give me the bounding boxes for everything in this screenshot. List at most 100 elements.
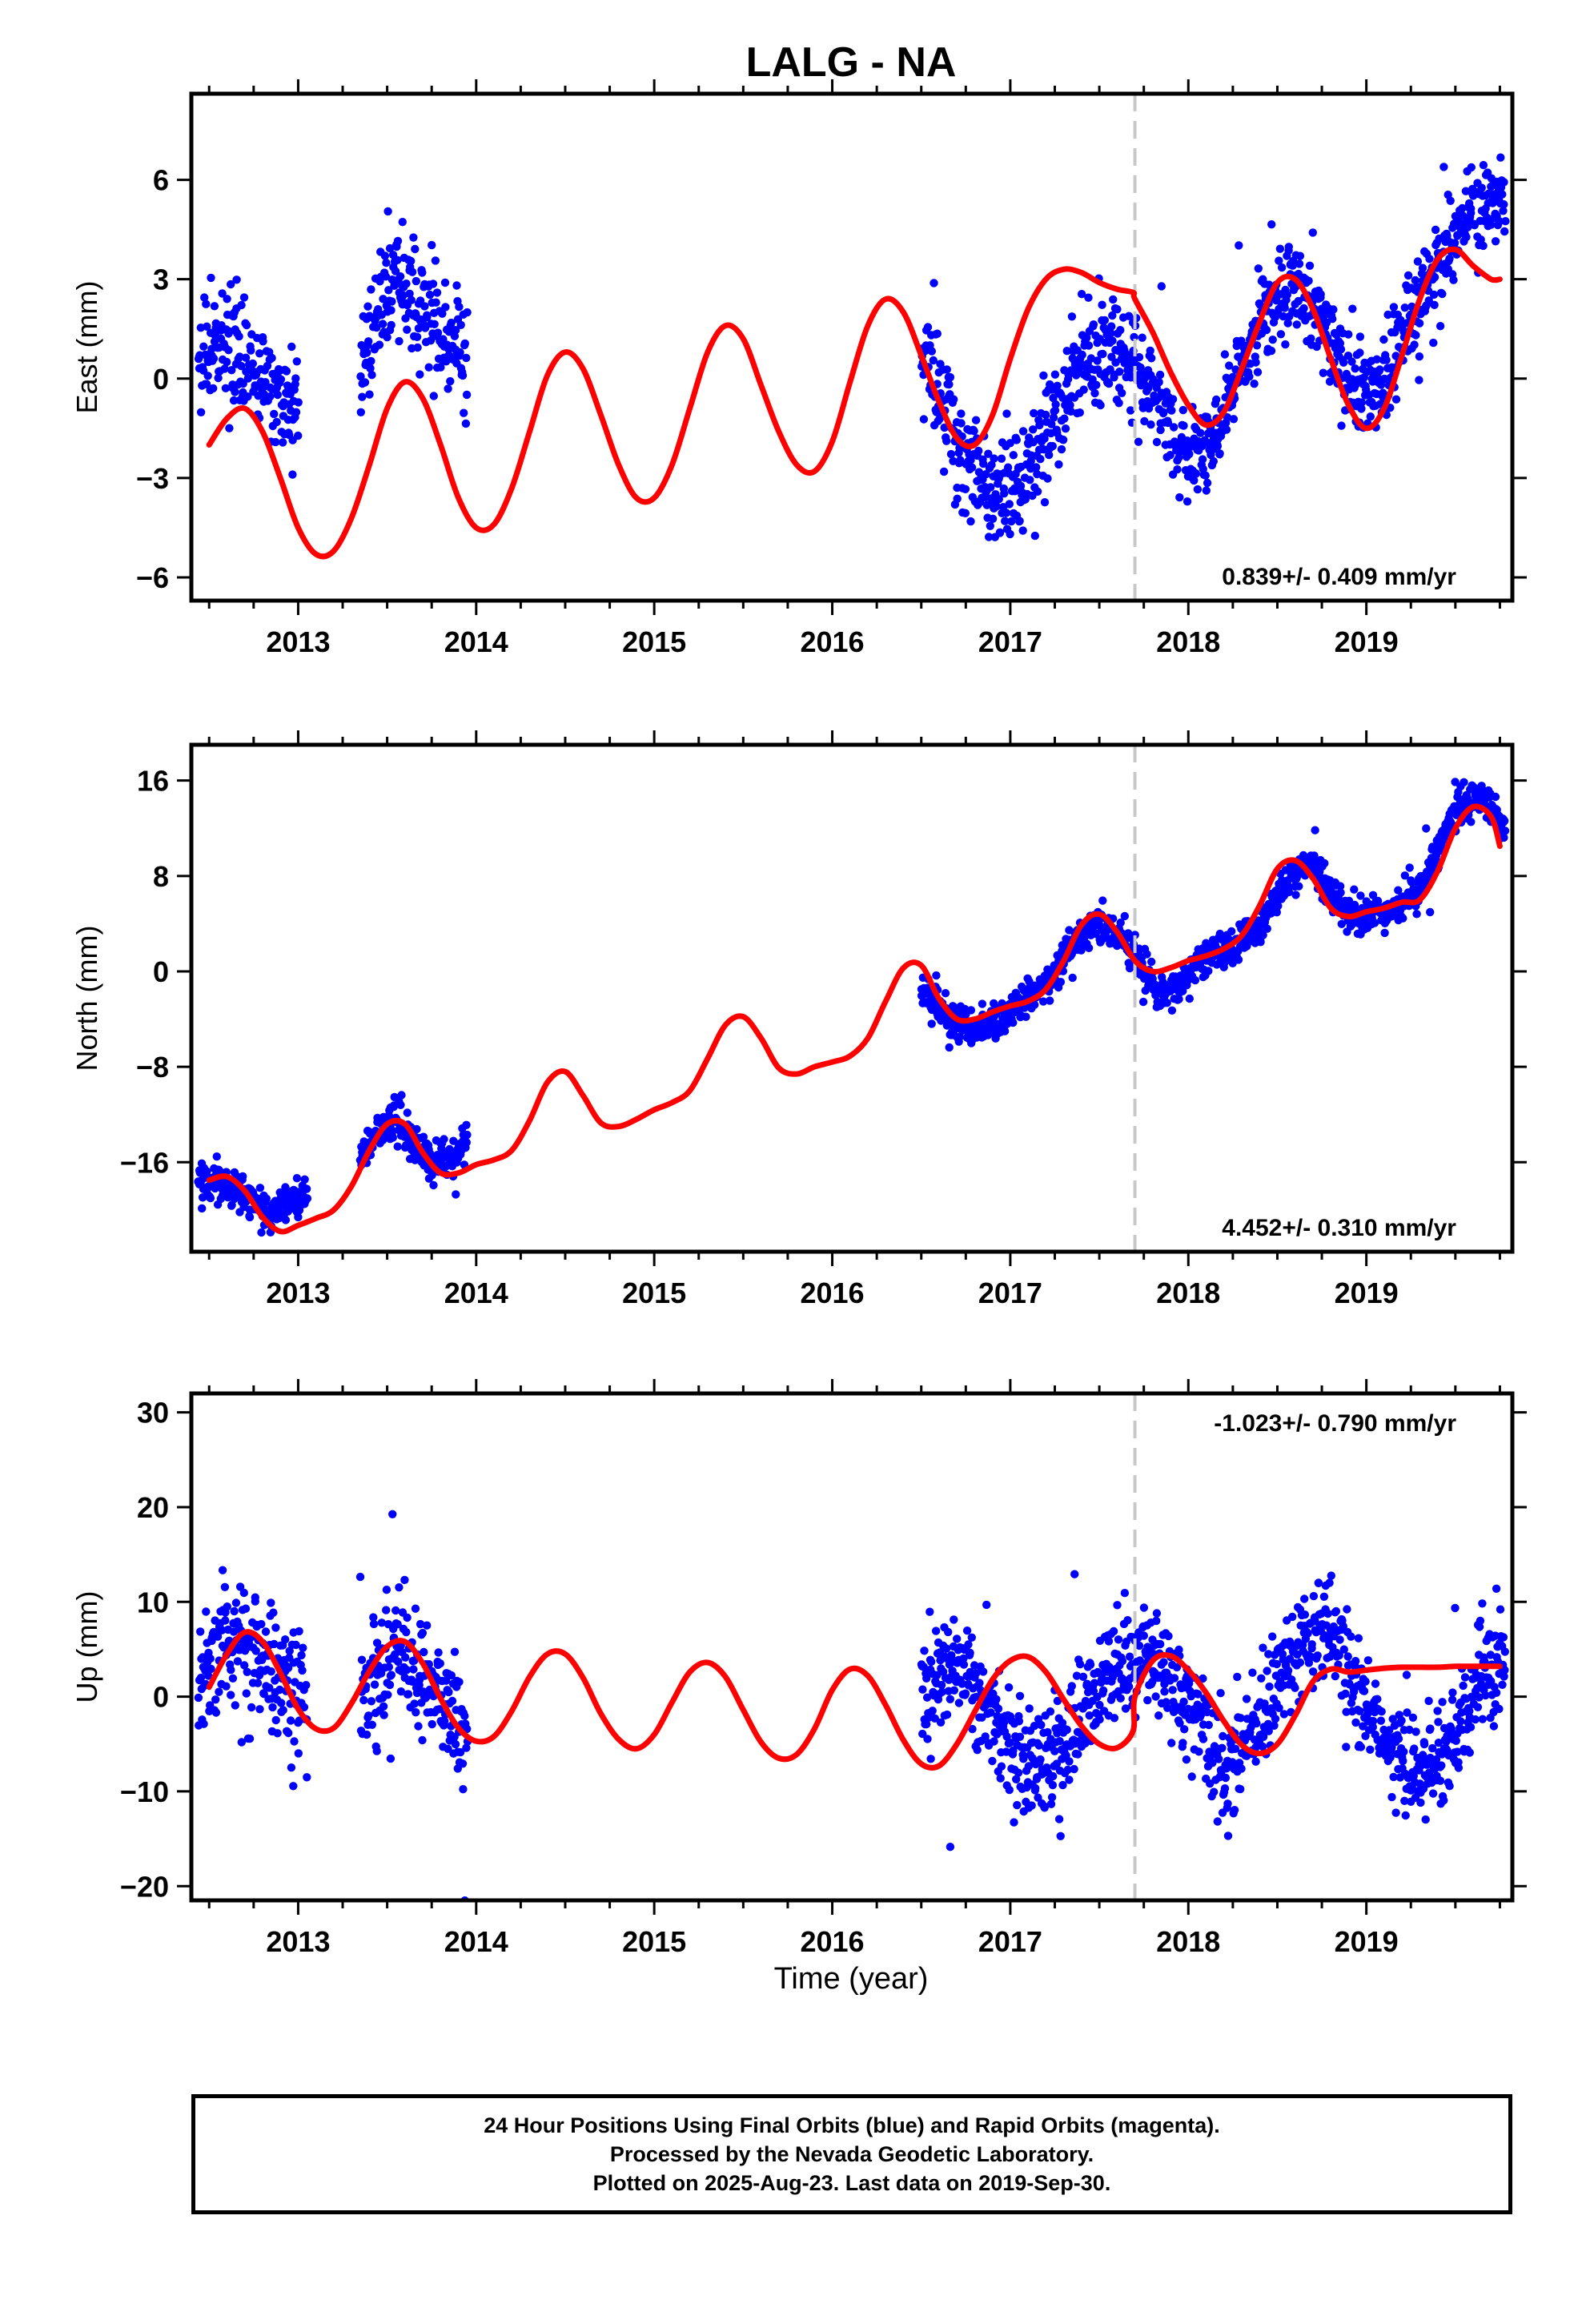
- data-point: [1329, 305, 1338, 314]
- data-point: [435, 1705, 444, 1714]
- data-point: [291, 408, 301, 416]
- data-point: [1114, 399, 1123, 408]
- data-point: [1272, 1659, 1282, 1669]
- data-point: [1391, 1808, 1400, 1817]
- data-point: [945, 380, 954, 389]
- data-point: [1035, 420, 1044, 430]
- data-point: [291, 374, 300, 383]
- data-point: [1361, 1731, 1370, 1740]
- data-point: [997, 1762, 1006, 1771]
- data-point: [223, 357, 231, 367]
- data-point: [1409, 885, 1418, 894]
- data-point: [1466, 1723, 1476, 1731]
- data-point: [1307, 1644, 1316, 1653]
- data-point: [1195, 1747, 1203, 1756]
- data-point: [1012, 1775, 1021, 1783]
- data-point: [394, 1657, 403, 1667]
- data-point: [1058, 436, 1068, 444]
- data-point: [1036, 455, 1045, 464]
- data-point: [414, 1722, 423, 1731]
- data-point: [247, 1703, 256, 1712]
- data-point: [1304, 276, 1313, 285]
- data-point: [1308, 228, 1318, 237]
- data-point: [1180, 1725, 1189, 1734]
- data-point: [1305, 261, 1315, 270]
- data-point: [1415, 352, 1424, 361]
- data-point: [277, 1699, 286, 1707]
- fit-line-up: [206, 1629, 1503, 1771]
- data-point: [1084, 943, 1094, 953]
- data-point: [1152, 437, 1162, 447]
- data-point: [1450, 239, 1460, 247]
- data-point: [1116, 919, 1125, 927]
- data-point: [933, 1671, 942, 1679]
- data-point: [1461, 187, 1471, 195]
- x-tick-label: 2017: [978, 1925, 1042, 1958]
- data-point: [1212, 395, 1221, 404]
- data-point: [237, 1738, 246, 1747]
- y-tick-label: 0: [153, 363, 169, 396]
- data-point: [1048, 1780, 1058, 1790]
- data-point: [1399, 914, 1407, 923]
- data-point: [243, 374, 252, 383]
- x-tick-label: 2016: [800, 1925, 864, 1958]
- data-point: [452, 1190, 460, 1199]
- data-point: [369, 1613, 378, 1622]
- data-point: [1319, 1592, 1329, 1602]
- data-point: [990, 1737, 998, 1746]
- data-point: [1500, 1666, 1509, 1675]
- data-point: [247, 346, 255, 355]
- data-point: [1032, 463, 1041, 472]
- data-point: [1146, 420, 1155, 429]
- data-point: [1356, 1743, 1366, 1751]
- data-point: [463, 308, 472, 317]
- data-point: [1056, 978, 1066, 987]
- data-point: [294, 1749, 303, 1758]
- x-tick-label: 2018: [1156, 625, 1220, 658]
- data-point: [402, 1627, 411, 1637]
- data-point: [1376, 1716, 1386, 1725]
- data-point: [202, 380, 211, 388]
- data-point: [367, 356, 375, 366]
- data-point: [1042, 410, 1050, 420]
- data-point: [939, 467, 949, 476]
- data-point: [1495, 1704, 1504, 1714]
- data-point: [918, 1729, 927, 1739]
- data-point: [970, 427, 978, 436]
- data-point: [393, 1142, 402, 1151]
- data-point: [1121, 1704, 1130, 1713]
- data-point: [367, 1697, 376, 1706]
- data-point: [1411, 331, 1420, 340]
- data-point: [460, 339, 469, 348]
- data-point: [223, 1602, 231, 1611]
- data-point: [973, 1746, 982, 1755]
- data-point: [436, 363, 445, 372]
- data-point: [292, 1174, 302, 1183]
- data-point: [1355, 1707, 1364, 1715]
- data-point: [233, 1657, 243, 1666]
- data-point: [239, 379, 247, 388]
- data-point: [411, 244, 420, 254]
- data-point: [1337, 421, 1346, 430]
- y-axis-label-up: Up (mm): [70, 1591, 103, 1703]
- data-point: [1118, 388, 1126, 397]
- data-point: [919, 415, 929, 424]
- data-point: [239, 293, 249, 302]
- data-point: [1331, 1606, 1341, 1616]
- data-point: [1277, 263, 1287, 272]
- data-point: [425, 290, 435, 300]
- data-point: [1061, 424, 1070, 433]
- data-point: [433, 328, 443, 337]
- data-point: [408, 267, 417, 276]
- data-point: [1274, 902, 1283, 911]
- data-point: [1029, 425, 1038, 434]
- data-point: [1027, 1801, 1036, 1810]
- data-point: [218, 289, 227, 298]
- data-point: [1368, 1723, 1378, 1731]
- data-point: [1242, 1695, 1251, 1703]
- data-point: [1339, 1622, 1348, 1630]
- data-point: [214, 373, 223, 383]
- data-point: [202, 300, 211, 308]
- data-point: [1173, 465, 1182, 474]
- data-point: [950, 1615, 958, 1624]
